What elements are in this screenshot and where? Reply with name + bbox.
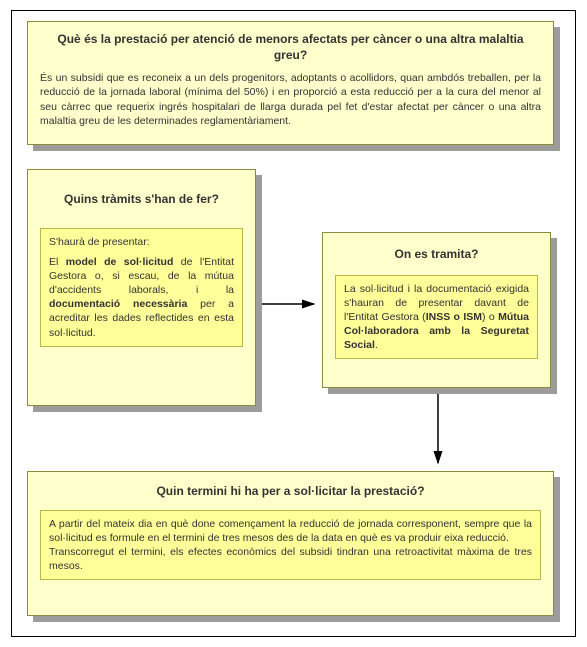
lead-text: S'haurà de presentar:: [49, 236, 150, 248]
box-desc: És un subsidi que es reconeix a un dels …: [40, 71, 541, 128]
box-panel: Quins tràmits s'han de fer? S'haurà de p…: [27, 169, 256, 406]
box-title: On es tramita?: [335, 247, 538, 263]
arrow-right-icon: [262, 294, 322, 314]
body-text: La sol·licitud i la documentació exigida…: [344, 283, 529, 352]
box-where: On es tramita? La sol·licitud i la docum…: [322, 232, 557, 394]
box-inner: La sol·licitud i la documentació exigida…: [335, 275, 538, 360]
box-title: Quins tràmits s'han de fer?: [40, 192, 243, 208]
body-text: El model de sol·licitud de l'Entitat Ges…: [49, 256, 234, 339]
box-panel: Què és la prestació per atenció de menor…: [27, 21, 554, 145]
box-title: Què és la prestació per atenció de menor…: [40, 32, 541, 63]
box-procedures: Quins tràmits s'han de fer? S'haurà de p…: [27, 169, 262, 412]
diagram-canvas: Què és la prestació per atenció de menor…: [0, 0, 587, 647]
box-panel: Quin termini hi ha per a sol·licitar la …: [27, 471, 554, 616]
box-definition: Què és la prestació per atenció de menor…: [27, 21, 560, 151]
box-panel: On es tramita? La sol·licitud i la docum…: [322, 232, 551, 388]
box-inner: S'haurà de presentar: El model de sol·li…: [40, 228, 243, 347]
box-inner: A partir del mateix dia en què done come…: [40, 510, 541, 581]
box-title: Quin termini hi ha per a sol·licitar la …: [40, 484, 541, 500]
arrow-down-icon: [428, 394, 448, 471]
box-deadline: Quin termini hi ha per a sol·licitar la …: [27, 471, 560, 622]
